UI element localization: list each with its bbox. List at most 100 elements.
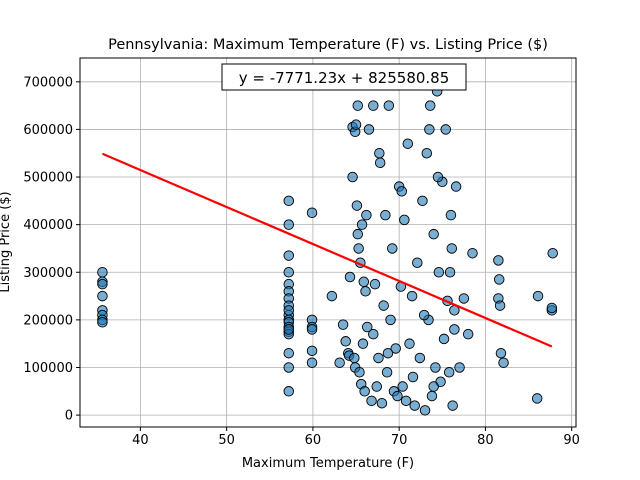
data-point [344,271,356,283]
data-point [409,400,420,411]
data-points [97,76,558,416]
data-point [361,209,372,221]
data-point [283,386,295,397]
data-point [369,278,381,290]
data-point [462,328,474,340]
data-point [385,314,396,326]
data-point [283,347,295,359]
y-tick-label: 0 [65,409,73,424]
data-point [358,276,370,288]
data-point [449,324,460,335]
data-point [374,157,386,168]
data-point [444,267,456,278]
data-point [417,195,428,207]
data-point [419,405,431,416]
data-point [396,186,408,197]
y-tick-label: 700000 [23,75,73,90]
data-point [363,124,375,135]
data-point [493,255,504,266]
data-point [532,290,544,302]
data-point [349,352,360,364]
x-axis-label: Maximum Temperature (F) [242,456,414,471]
data-point [421,147,433,159]
data-point [97,290,108,302]
data-point [383,100,395,111]
data-point [450,181,462,192]
data-point [406,290,418,302]
x-tick-label: 70 [391,433,408,448]
y-tick-label: 100000 [23,361,73,376]
data-point [493,274,505,285]
x-tick-label: 40 [132,433,149,448]
data-point [378,300,389,311]
data-point [283,267,295,278]
regression-line-group [101,152,553,348]
data-point [467,247,478,259]
data-point [495,347,507,359]
data-point [337,319,349,330]
data-point [283,305,295,316]
data-point [443,366,455,378]
equation-annotation: y = -7771.23x + 825580.85 [221,63,467,91]
data-point [306,207,318,218]
data-point [498,357,509,368]
data-point [373,352,384,364]
data-point [387,243,398,254]
data-point [546,302,558,314]
equation-box [221,63,467,91]
data-point [424,100,436,111]
data-point [97,317,108,328]
data-point [547,247,558,259]
y-tick-label: 400000 [23,218,73,233]
x-tick-label: 90 [563,433,580,448]
data-point [368,328,379,340]
data-point [368,100,379,111]
regression-line [101,152,553,348]
data-point [400,395,412,407]
data-point [446,243,458,254]
data-point [352,100,364,111]
data-point [430,362,441,373]
data-point [334,357,345,368]
y-axis-label: Listing Price ($) [0,191,13,292]
data-point [354,366,365,378]
data-point [283,250,295,261]
data-point [357,338,369,349]
data-point [412,257,423,268]
data-point [306,324,318,335]
data-point [390,343,401,354]
data-point [351,200,363,211]
data-point [418,309,430,321]
chart-title: Pennsylvania: Maximum Temperature (F) vs… [108,37,548,53]
data-point [397,381,408,392]
data-point [306,345,318,357]
data-point [414,352,426,364]
data-point [380,209,391,221]
data-point [340,336,351,347]
data-point [347,171,358,183]
data-point [399,214,410,226]
data-point [433,267,445,278]
data-point [445,209,457,221]
data-point [432,171,444,183]
data-point [366,395,377,407]
y-tick-label: 200000 [23,313,73,328]
data-point [283,362,295,373]
data-point [458,293,470,304]
data-point [440,124,451,135]
data-point [381,366,393,378]
data-point [531,393,543,404]
data-point [428,228,439,240]
data-point [428,381,439,392]
data-point [283,324,295,335]
data-point [376,397,388,409]
data-point [438,333,450,345]
x-axis-ticks: 40 50 60 70 80 90 [132,427,580,448]
data-point [306,357,318,368]
data-point [424,124,435,135]
y-tick-label: 500000 [23,171,73,186]
x-tick-label: 80 [477,433,494,448]
data-point [407,371,419,383]
data-point [352,228,364,240]
